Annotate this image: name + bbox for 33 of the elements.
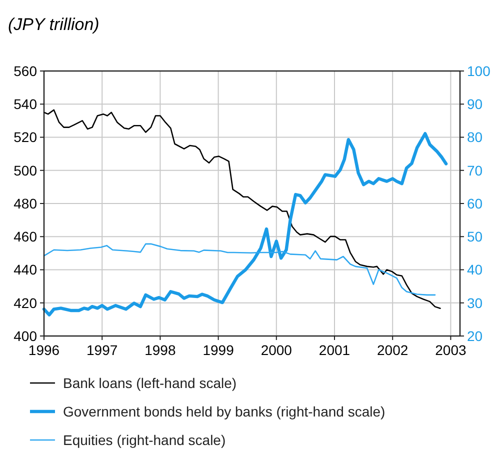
line-series (43, 109, 441, 309)
x-tick-label: 2002 (377, 342, 408, 358)
line-series (42, 132, 448, 316)
y2-tick-label: 100 (467, 62, 491, 79)
x-tick-label: 2000 (260, 342, 292, 358)
y-tick-label: 400 (14, 328, 38, 344)
y2-tick-label: 40 (467, 262, 483, 278)
y2-tick-label: 30 (467, 294, 483, 311)
x-tick-label: 2003 (435, 342, 466, 358)
x-tick-label: 1997 (86, 342, 118, 358)
y2-tick-label: 60 (467, 195, 483, 212)
chart-title: (JPY trillion) (8, 15, 100, 34)
line-series (43, 243, 436, 296)
y2-tick-label: 80 (467, 129, 483, 146)
legend-label: Equities (right-hand scale) (63, 432, 226, 448)
y2-tick-label: 90 (467, 96, 483, 112)
y-tick-label: 560 (14, 62, 38, 79)
x-tick-label: 1998 (144, 342, 176, 358)
legend-label: Government bonds held by banks (right-hand scale) (63, 403, 386, 420)
y-tick-label: 460 (14, 228, 38, 245)
y2-tick-label: 20 (467, 328, 483, 344)
y-tick-label: 520 (14, 129, 38, 146)
y2-tick-label: 50 (467, 228, 483, 245)
x-tick-label: 1999 (202, 342, 234, 358)
y2-tick-label: 70 (467, 162, 483, 178)
legend-label: Bank loans (left-hand scale) (63, 374, 237, 391)
y-tick-label: 420 (14, 294, 38, 311)
y-tick-label: 540 (14, 96, 38, 112)
y-tick-label: 440 (14, 262, 38, 278)
x-tick-label: 1996 (28, 342, 60, 358)
y-tick-label: 480 (14, 195, 38, 212)
y-tick-label: 500 (14, 162, 38, 178)
x-tick-label: 2001 (318, 342, 350, 358)
